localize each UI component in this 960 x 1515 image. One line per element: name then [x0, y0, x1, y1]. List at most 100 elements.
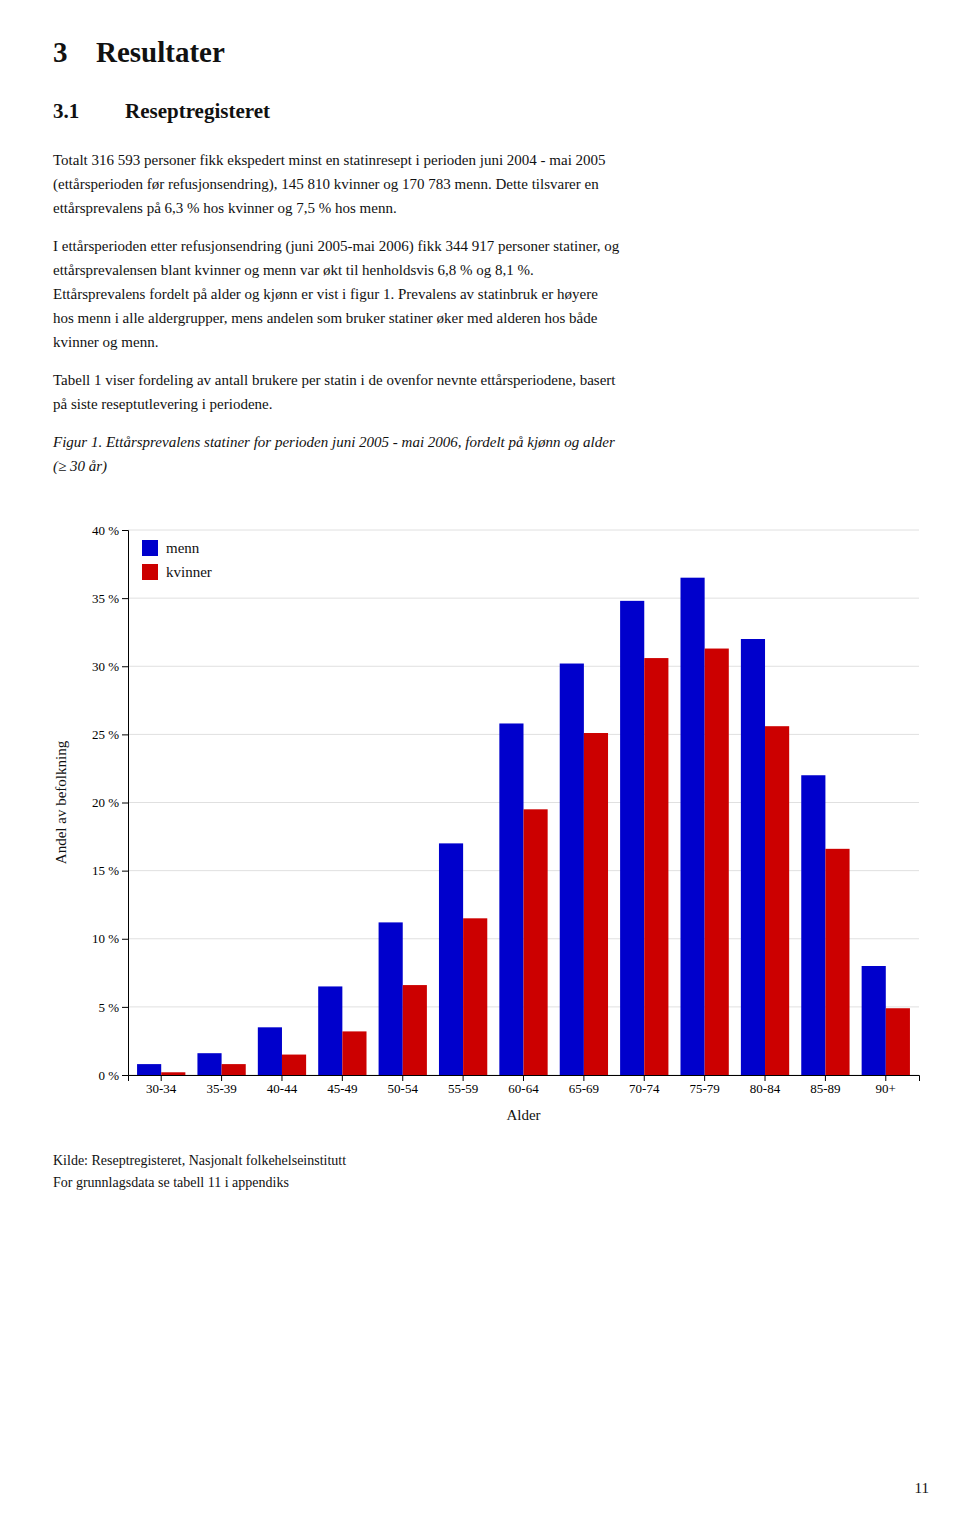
tick-mark	[583, 1075, 584, 1081]
tick: 90+	[876, 1075, 896, 1096]
tick: 35 %	[92, 591, 128, 606]
tick: 65-69	[569, 1075, 599, 1096]
heading-title: Resultater	[96, 36, 225, 68]
bar	[161, 1072, 185, 1075]
bar	[318, 986, 342, 1075]
bar	[463, 918, 487, 1075]
tick-label: 5 %	[98, 1000, 119, 1015]
legend-swatch	[142, 540, 158, 556]
tick: 55-59	[448, 1075, 478, 1096]
bars	[137, 578, 910, 1075]
y-axis: 0 % 5 % 10 % 15 % 20 % 25 % 30 % 35 % 40 %	[92, 523, 129, 1083]
tick-mark	[122, 530, 128, 531]
bar	[644, 658, 668, 1075]
source-line: Kilde: Reseptregisteret, Nasjonalt folke…	[53, 1153, 346, 1168]
tick-label: 75-79	[689, 1081, 719, 1096]
legend-swatch	[142, 564, 158, 580]
bar	[342, 1031, 366, 1075]
tick-mark	[221, 1075, 222, 1081]
tick: 40 %	[92, 523, 128, 538]
tick: 80-84	[750, 1075, 781, 1096]
tick-mark	[281, 1075, 282, 1081]
tick-mark	[122, 666, 128, 667]
tick-label: 30 %	[92, 659, 119, 674]
tick-label: 35 %	[92, 591, 119, 606]
tick: 25 %	[92, 727, 128, 742]
tick-label: 60-64	[508, 1081, 539, 1096]
tick-label: 20 %	[92, 795, 119, 810]
paragraph-line: ettårsprevalensen blant kvinner og menn …	[53, 262, 534, 278]
tick-label: 40 %	[92, 523, 119, 538]
tick: 5 %	[98, 1000, 128, 1015]
paragraph-line: Totalt 316 593 personer fikk ekspedert m…	[53, 152, 606, 168]
series	[161, 649, 910, 1075]
legend-label: kvinner	[166, 564, 212, 580]
bar	[741, 639, 765, 1075]
bar	[379, 922, 403, 1075]
tick-mark	[402, 1075, 403, 1081]
axis-line	[122, 531, 129, 1076]
legend-label: menn	[166, 540, 200, 556]
section-title: Reseptregisteret	[125, 99, 270, 123]
section-number: 3.1	[53, 99, 79, 123]
tick-label: 80-84	[750, 1081, 781, 1096]
bar	[560, 664, 584, 1075]
tick-label: 85-89	[810, 1081, 840, 1096]
paragraph-line: I ettårsperioden etter refusjonsendring …	[53, 238, 620, 255]
bar	[825, 849, 849, 1075]
tick: 85-89	[810, 1075, 840, 1096]
tick: 40-44	[267, 1075, 298, 1096]
tick-label: 70-74	[629, 1081, 660, 1096]
paragraph-line: på siste reseptutlevering i periodene.	[53, 396, 273, 412]
heading-number: 3	[53, 36, 68, 68]
tick-mark	[122, 1007, 128, 1008]
tick: 20 %	[92, 795, 128, 810]
tick-mark	[342, 1075, 343, 1081]
tick: 45-49	[327, 1075, 357, 1096]
bar	[499, 723, 523, 1075]
page-number: 11	[915, 1480, 929, 1496]
paragraph-line: Ettårsprevalens fordelt på alder og kjøn…	[53, 286, 598, 302]
tick-label: 50-54	[388, 1081, 419, 1096]
bar	[282, 1055, 306, 1075]
tick-mark	[122, 598, 128, 599]
tick-label: 10 %	[92, 931, 119, 946]
tick-label: 0 %	[98, 1068, 119, 1083]
tick-label: 55-59	[448, 1081, 478, 1096]
bar	[862, 966, 886, 1075]
paragraph-line: ettårsprevalens på 6,3 % hos kvinner og …	[53, 200, 397, 216]
tick: 30-34	[146, 1075, 177, 1096]
tick: 15 %	[92, 863, 128, 878]
tick-label: 65-69	[569, 1081, 599, 1096]
tick-mark	[122, 734, 128, 735]
tick-mark	[825, 1075, 826, 1081]
paragraph-line: kvinner og menn.	[53, 334, 158, 350]
bar	[197, 1053, 221, 1075]
grid-line	[128, 598, 919, 599]
bar	[584, 733, 608, 1075]
tick-label: 15 %	[92, 863, 119, 878]
chart: 30-34 35-39 40-44 45-49 50-54 55-59 60-64 65-69…	[53, 523, 920, 1123]
tick: 75-79	[689, 1075, 719, 1096]
tick: 60-64	[508, 1075, 539, 1096]
tick-mark	[523, 1075, 524, 1081]
x-axis: 30-34 35-39 40-44 45-49 50-54 55-59 60-64 65-69…	[129, 1075, 920, 1096]
page: 3 Resultater 3.1 Reseptregisteret Totalt 316…	[0, 0, 960, 1515]
bar	[620, 601, 644, 1075]
paragraph-line: hos menn i alle aldergrupper, mens andel…	[53, 310, 598, 326]
tick-mark	[463, 1075, 464, 1081]
legend: menn kvinner	[142, 540, 212, 580]
tick: 0 %	[98, 1068, 128, 1083]
tick-mark	[704, 1075, 705, 1081]
bar	[439, 843, 463, 1075]
tick-label: 35-39	[206, 1081, 236, 1096]
bar	[801, 775, 825, 1075]
x-axis-title: Alder	[506, 1107, 540, 1123]
tick-label: 90+	[876, 1081, 896, 1096]
tick-mark	[122, 939, 128, 940]
source-line: For grunnlagsdata se tabell 11 i appendi…	[53, 1175, 289, 1190]
legend-item: kvinner	[142, 564, 212, 580]
axis-line	[129, 1076, 920, 1082]
tick: 35-39	[206, 1075, 236, 1096]
caption-line: (≥ 30 år)	[53, 458, 107, 475]
